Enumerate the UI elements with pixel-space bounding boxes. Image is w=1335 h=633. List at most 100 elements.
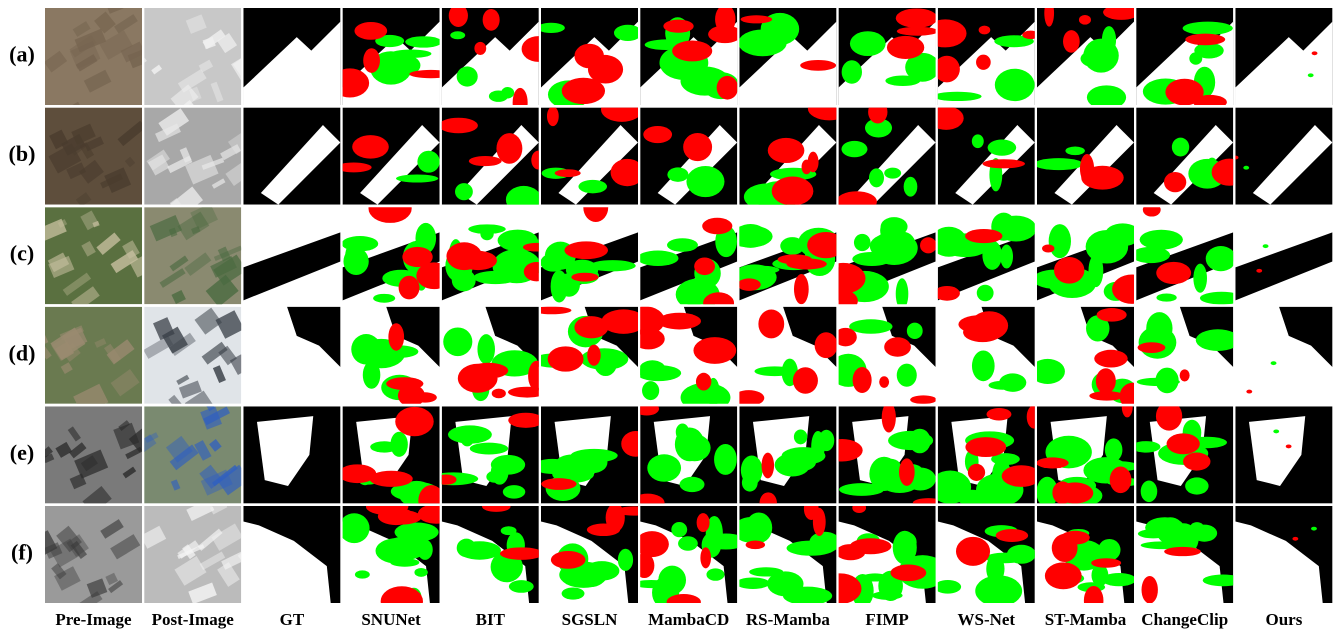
false-alarm-region	[982, 159, 1025, 168]
missed-region	[501, 526, 517, 535]
image-cell	[338, 406, 444, 516]
missed-region	[1185, 477, 1208, 494]
missed-region	[972, 350, 995, 381]
false-alarm-region	[899, 458, 915, 485]
false-alarm-region	[1286, 444, 1292, 448]
false-alarm-region	[968, 464, 985, 481]
missed-region	[642, 381, 659, 400]
missed-region	[869, 168, 884, 187]
image-cell	[143, 307, 249, 420]
missed-region	[852, 252, 891, 266]
image-cell	[31, 506, 142, 616]
missed-region	[896, 278, 909, 309]
image-cell	[343, 307, 440, 407]
missed-region	[578, 180, 607, 194]
missed-region	[1308, 73, 1314, 77]
image-cell	[934, 506, 1035, 607]
missed-region	[351, 334, 381, 365]
missed-region	[455, 183, 473, 200]
image-cell	[540, 193, 638, 304]
image-cell	[243, 207, 340, 304]
false-alarm-region	[1096, 368, 1116, 393]
false-alarm-region	[1164, 547, 1201, 556]
missed-region	[1132, 441, 1161, 452]
row-label: (d)	[9, 340, 36, 365]
column-label: Post-Image	[152, 610, 235, 629]
false-alarm-region	[884, 337, 911, 356]
false-alarm-region	[1097, 308, 1127, 322]
image-cell	[541, 503, 651, 603]
image-cell	[1136, 307, 1240, 404]
missed-region	[1098, 539, 1120, 561]
image-cell	[1235, 506, 1332, 603]
false-alarm-region	[1167, 433, 1200, 454]
missed-region	[1146, 312, 1172, 345]
missed-region	[652, 577, 679, 609]
false-alarm-region	[976, 55, 991, 70]
false-alarm-region	[996, 529, 1028, 542]
missed-region	[742, 474, 758, 492]
false-alarm-region	[693, 337, 736, 364]
image-cell	[144, 203, 247, 307]
column-label: SNUNet	[361, 610, 421, 629]
false-alarm-region	[772, 177, 814, 206]
missed-region	[842, 60, 862, 84]
missed-region	[667, 238, 698, 252]
missed-region	[1049, 224, 1071, 258]
image-cell	[924, 8, 1039, 105]
image-cell	[1132, 401, 1234, 503]
image-cell	[637, 207, 737, 314]
missed-region	[881, 217, 908, 236]
false-alarm-region	[483, 9, 500, 31]
image-cell	[733, 498, 840, 606]
missed-region	[1034, 158, 1083, 170]
false-alarm-region	[541, 478, 576, 490]
missed-region	[637, 250, 678, 265]
false-alarm-region	[469, 156, 502, 166]
image-cell	[631, 402, 737, 512]
missed-region	[743, 266, 779, 274]
false-alarm-region	[882, 402, 896, 432]
missed-region	[1156, 293, 1176, 301]
image-cell	[342, 194, 452, 304]
image-cell	[243, 108, 340, 205]
false-alarm-region	[920, 237, 937, 253]
false-alarm-region	[469, 363, 509, 379]
row-label: (c)	[10, 241, 34, 266]
row-label: (a)	[9, 42, 35, 67]
false-alarm-region	[548, 346, 584, 371]
missed-region	[457, 66, 478, 86]
missed-region	[783, 587, 832, 605]
false-alarm-region	[800, 60, 836, 71]
missed-region	[1105, 438, 1123, 461]
false-alarm-region	[758, 310, 784, 339]
false-alarm-region	[588, 55, 623, 83]
false-alarm-region	[601, 309, 645, 333]
false-alarm-region	[399, 276, 420, 300]
false-alarm-region	[896, 8, 938, 27]
false-alarm-region	[395, 407, 433, 436]
missed-region	[1080, 50, 1113, 68]
false-alarm-region	[793, 367, 818, 394]
missed-region	[854, 234, 871, 251]
false-alarm-region	[1052, 481, 1072, 504]
false-alarm-region	[551, 551, 586, 569]
false-alarm-region	[1185, 34, 1225, 46]
row-label: (e)	[10, 440, 34, 465]
missed-region	[849, 319, 892, 334]
image-cell	[243, 506, 340, 603]
false-alarm-region	[1292, 537, 1298, 541]
image-cell	[839, 8, 940, 105]
column-label: RS-Mamba	[746, 610, 831, 629]
false-alarm-region	[1091, 558, 1121, 567]
image-cell	[1233, 108, 1333, 205]
false-alarm-region	[1183, 452, 1210, 470]
missed-region	[714, 444, 737, 475]
false-alarm-region	[354, 22, 387, 40]
false-alarm-region	[439, 118, 478, 134]
missed-region	[972, 134, 984, 148]
missed-region	[1156, 517, 1184, 544]
row-label: (b)	[9, 141, 36, 166]
missed-region	[477, 334, 495, 364]
image-cell	[1136, 8, 1233, 109]
